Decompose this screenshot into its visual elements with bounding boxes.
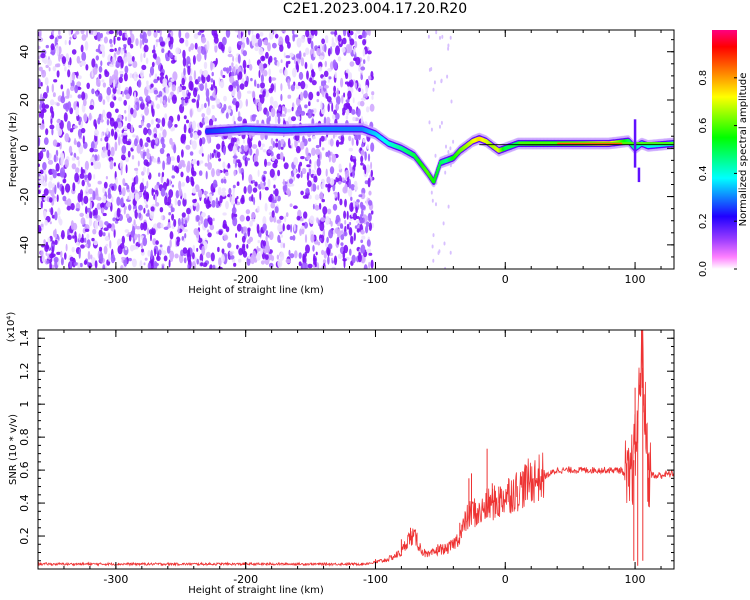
snr-x-tick-label: -200: [233, 573, 258, 586]
spectrogram-y-tick-label: -40: [18, 236, 31, 254]
spectrogram-x-axis-label: Height of straight line (km): [188, 285, 324, 296]
snr-y-multiplier: (x10⁴): [6, 312, 17, 343]
snr-y-tick-label: 0.8: [18, 428, 31, 446]
snr-y-tick-label: 1.2: [18, 362, 31, 380]
colorbar-tick-label: 0.4: [698, 165, 709, 181]
snr-x-tick-label: -300: [103, 573, 128, 586]
spectrogram-x-tick-label: -100: [363, 273, 388, 286]
snr-frame: [37, 329, 675, 570]
snr-panel: -300 -200 -100 0 100 0.2 0.4 0.6 0.8 1 1.2 1.4 Heigh…: [6, 312, 675, 596]
colorbar-gradient: [712, 30, 737, 269]
spectrogram-y-tick-label: 0: [18, 145, 31, 152]
spectrogram-x-tick-label: 100: [625, 273, 646, 286]
spectrogram-x-tick-label: 0: [502, 273, 509, 286]
colorbar-tick-label: 0.0: [698, 261, 709, 277]
spectrogram-y-tick-label: 20: [18, 93, 31, 107]
snr-y-tick-label: 1.4: [18, 329, 31, 347]
spectrogram-frame: [37, 29, 675, 270]
chart-title: C2E1.2023.004.17.20.R20: [282, 1, 468, 17]
snr-y-tick-label: 1: [18, 401, 31, 408]
snr-series-line: [38, 330, 674, 567]
snr-y-tick-label: 0.4: [18, 494, 31, 512]
snr-y-tick-label: 0.2: [18, 527, 31, 545]
spectrogram-y-tick-label: 40: [18, 45, 31, 59]
colorbar-label: Normalized spectral amplitude: [738, 73, 749, 227]
colorbar-tick-label: 0.6: [698, 118, 709, 134]
snr-x-tick-label: -100: [363, 573, 388, 586]
colorbar-tick-label: 0.2: [698, 213, 709, 229]
colorbar: 0.0 0.2 0.4 0.6 0.8 Normalized spectral ampli…: [698, 30, 749, 277]
colorbar-tick-label: 0.8: [698, 70, 709, 86]
snr-y-axis-label: SNR (10 * v/v): [8, 414, 19, 485]
spectrogram-y-tick-label: -20: [18, 188, 31, 206]
snr-y-tick-label: 0.6: [18, 461, 31, 479]
spectrogram-x-tick-label: -300: [103, 273, 128, 286]
snr-x-axis-label: Height of straight line (km): [188, 585, 324, 596]
spectrogram-field: [38, 30, 674, 269]
spectrogram-x-tick-label: -200: [233, 273, 258, 286]
snr-x-tick-label: 100: [625, 573, 646, 586]
snr-x-tick-label: 0: [502, 573, 509, 586]
spectrogram-y-axis-label: Frequency (Hz): [8, 112, 19, 188]
